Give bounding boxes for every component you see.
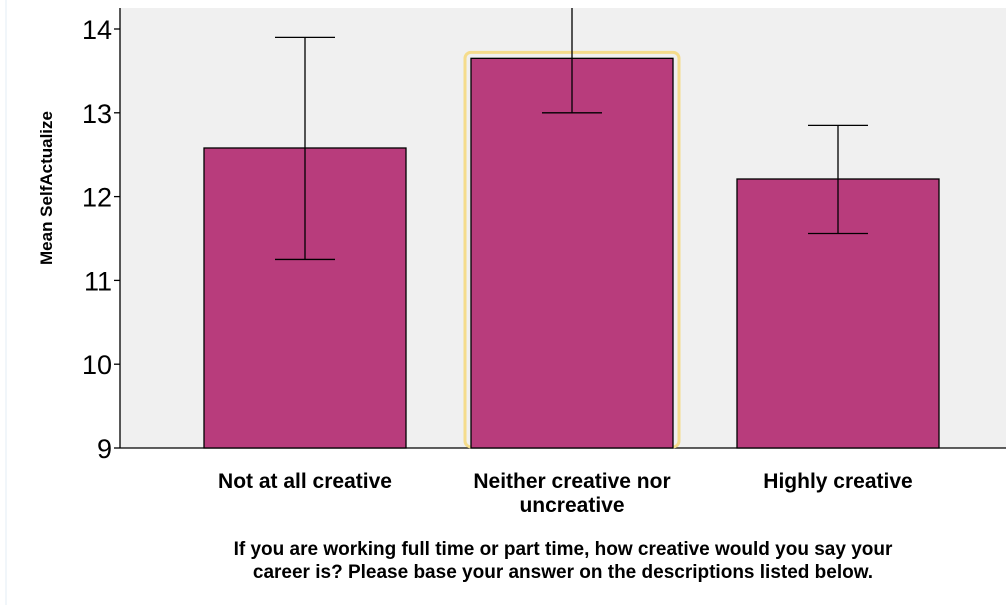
x-axis-title-line: If you are working full time or part tim… <box>233 539 893 560</box>
y-tick-label: 10 <box>82 350 112 380</box>
x-axis-title: If you are working full time or part tim… <box>120 538 1006 584</box>
x-tick-label: Highly creative <box>763 470 912 493</box>
x-tick-label: Not at all creative <box>218 470 392 493</box>
y-tick-label: 13 <box>82 99 112 129</box>
y-tick-label: 12 <box>82 183 112 213</box>
y-tick-label: 14 <box>82 15 112 45</box>
bar <box>470 57 674 449</box>
x-axis-title-line: career is? Please base your answer on th… <box>252 562 874 583</box>
x-tick-label: uncreative <box>519 494 624 517</box>
y-axis-title: Mean SelfActualize <box>37 111 56 265</box>
y-tick-label: 11 <box>84 266 112 296</box>
x-tick-label: Neither creative nor <box>473 470 670 493</box>
y-tick-label: 9 <box>97 434 112 464</box>
